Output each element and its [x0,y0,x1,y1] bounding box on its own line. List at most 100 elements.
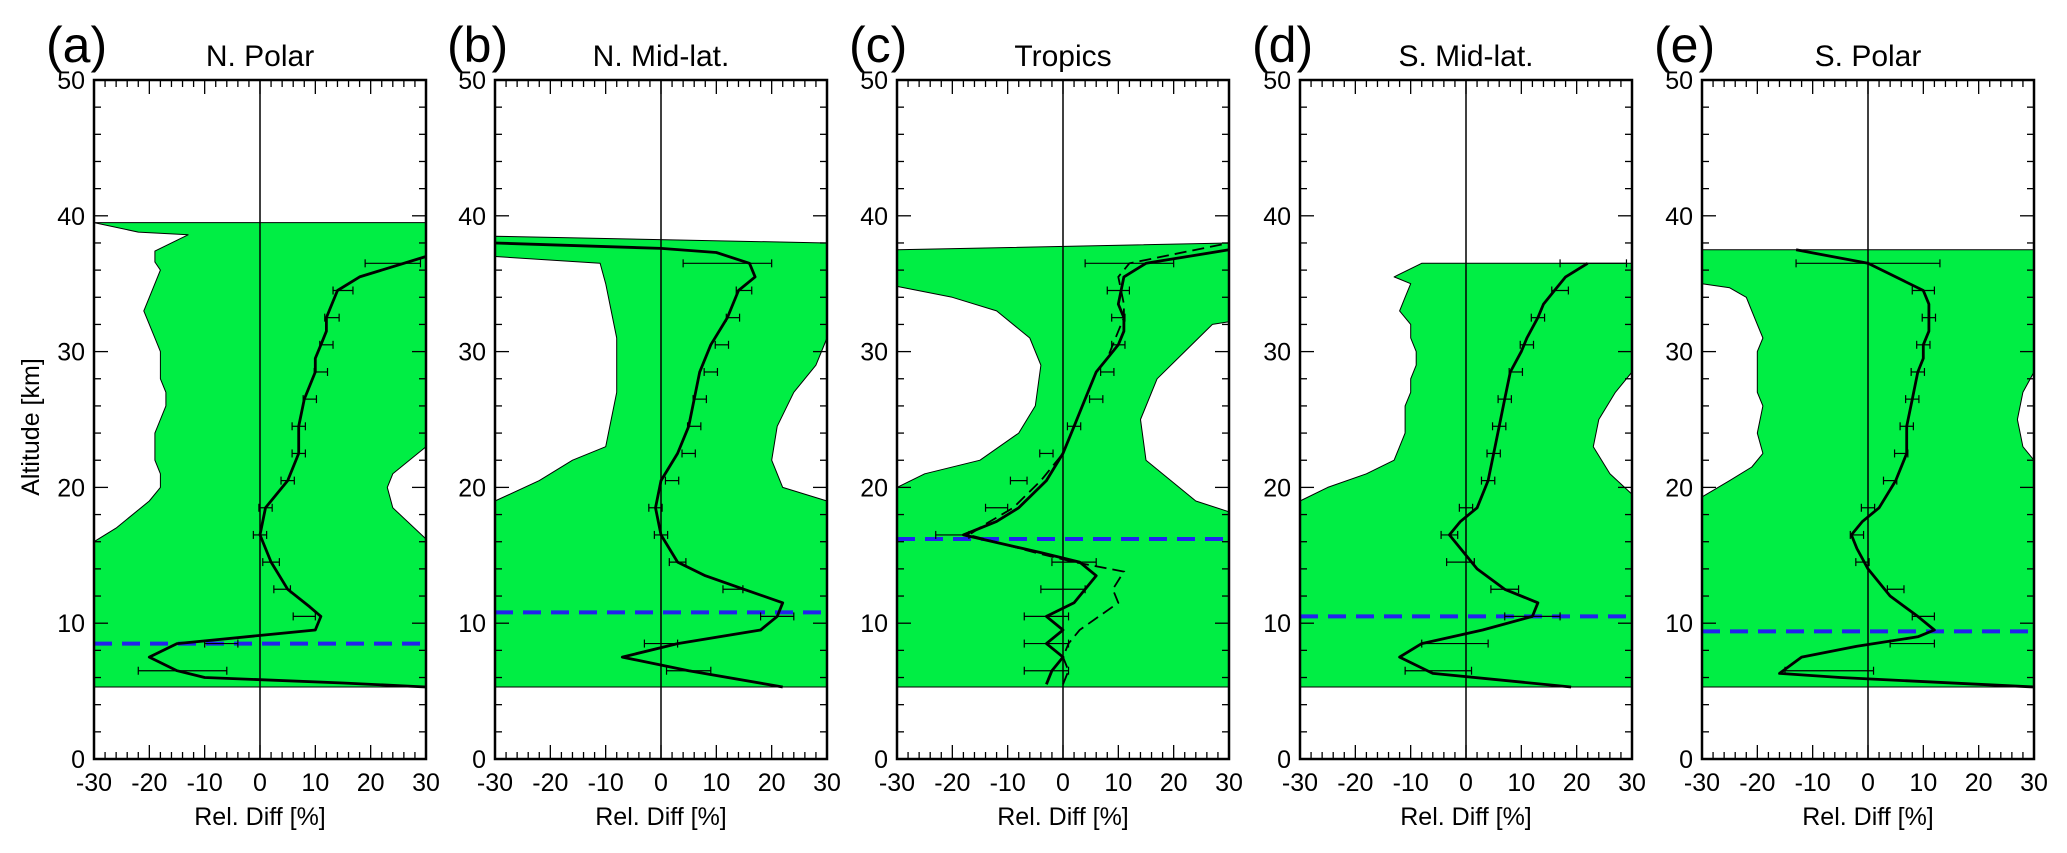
panel-0: -30 -20 -10 0 10 20 30 0 10 20 30 40 50 Rel. Diff [%]… [46,17,440,831]
x-tick-label: 20 [1563,769,1591,797]
panel-letter: (b) [447,17,508,73]
x-tick-label: -10 [588,769,624,797]
x-tick-label: 0 [253,769,267,797]
x-tick-label: -30 [1684,769,1720,797]
y-tick-label: 40 [1665,203,1693,231]
x-tick-label: 20 [1965,769,1993,797]
y-tick-label: 30 [1665,339,1693,367]
x-tick-label: -30 [1282,769,1318,797]
y-tick-label: 20 [1263,474,1291,502]
error-bar [1088,395,1104,404]
error-bar [292,612,316,621]
profile-line [1778,248,2035,689]
x-tick-label: 30 [412,769,440,797]
panel-4: -30 -20 -10 0 10 20 30 0 10 20 30 40 50 Rel. Diff [%]… [1654,17,2048,831]
panel-3: -30 -20 -10 0 10 20 30 0 10 20 30 40 50 Rel. Diff [%]… [1252,17,1646,831]
x-tick-label: 0 [654,769,668,797]
x-tick-label: -30 [879,769,915,797]
error-bar [1100,367,1115,376]
panel-1: -30 -20 -10 0 10 20 30 0 10 20 30 40 50 Rel. Diff [%]… [447,17,841,831]
y-tick-label: 10 [860,610,888,638]
x-tick-label: -20 [1337,769,1373,797]
y-tick-label: 0 [472,746,486,774]
y-tick-label: 30 [860,339,888,367]
profile-line [1398,262,1589,689]
y-tick-label: 50 [1665,67,1693,95]
error-bar [1009,476,1028,485]
panel-title: N. Polar [206,40,314,73]
error-bar [1559,259,1628,268]
error-bar [703,367,719,376]
profile-line [494,241,785,689]
y-axis-title: Altitude [km] [17,358,45,496]
panel-letter: (c) [849,17,907,73]
x-tick-label: 0 [1459,769,1473,797]
panel-letter: (a) [46,17,107,73]
x-tick-label: 0 [1861,769,1875,797]
x-axis-title: Rel. Diff [%] [595,803,727,831]
x-tick-label: 10 [702,769,730,797]
y-tick-label: 20 [57,474,85,502]
x-tick-label: 0 [1056,769,1070,797]
x-tick-label: -10 [1393,769,1429,797]
error-bar [1855,558,1870,567]
x-axis-title: Rel. Diff [%] [997,803,1129,831]
y-tick-label: 0 [1679,746,1693,774]
y-tick-label: 30 [57,339,85,367]
y-tick-label: 20 [458,474,486,502]
y-tick-label: 50 [860,67,888,95]
y-tick-label: 30 [1263,339,1291,367]
error-bar [1519,340,1535,349]
x-tick-label: 10 [301,769,329,797]
x-tick-label: 10 [1507,769,1535,797]
error-bar [1023,666,1070,675]
x-tick-label: -10 [1795,769,1831,797]
profile-line [147,255,427,689]
error-bar [364,259,422,268]
y-tick-label: 50 [458,67,486,95]
x-tick-label: -10 [990,769,1026,797]
x-tick-label: 30 [1215,769,1243,797]
panel-title: N. Mid-lat. [593,40,730,73]
y-tick-label: 40 [860,203,888,231]
panel-title: S. Polar [1815,40,1922,73]
error-bar [714,340,730,349]
x-tick-label: -20 [131,769,167,797]
x-tick-label: 10 [1104,769,1132,797]
x-tick-label: 30 [2020,769,2048,797]
y-tick-label: 20 [860,474,888,502]
x-tick-label: 10 [1909,769,1937,797]
y-tick-label: 10 [57,610,85,638]
x-tick-label: 20 [1160,769,1188,797]
panel-title: Tropics [1014,40,1111,73]
y-tick-label: 20 [1665,474,1693,502]
panel-letter: (d) [1252,17,1313,73]
x-tick-label: -30 [477,769,513,797]
x-axis-title: Rel. Diff [%] [1400,803,1532,831]
y-tick-label: 0 [71,746,85,774]
y-tick-label: 30 [458,339,486,367]
panel-2: -30 -20 -10 0 10 20 30 0 10 20 30 40 50 Rel. Diff [%]… [849,17,1243,831]
error-bar [1404,666,1473,675]
y-tick-label: 40 [1263,203,1291,231]
y-tick-label: 10 [1665,610,1693,638]
y-tick-label: 40 [458,203,486,231]
error-bar [682,259,773,268]
profile-line [962,248,1230,685]
x-tick-label: 20 [357,769,385,797]
y-tick-label: 0 [1277,746,1291,774]
error-bar [664,476,680,485]
y-tick-label: 50 [57,67,85,95]
x-tick-label: -20 [1739,769,1775,797]
error-bar [1039,449,1054,458]
x-tick-label: 20 [758,769,786,797]
x-axis-title: Rel. Diff [%] [1802,803,1934,831]
y-tick-label: 10 [1263,610,1291,638]
x-tick-label: -20 [934,769,970,797]
x-tick-label: -30 [76,769,112,797]
y-tick-label: 50 [1263,67,1291,95]
panel-letter: (e) [1654,17,1715,73]
y-tick-label: 40 [57,203,85,231]
y-tick-label: 0 [874,746,888,774]
